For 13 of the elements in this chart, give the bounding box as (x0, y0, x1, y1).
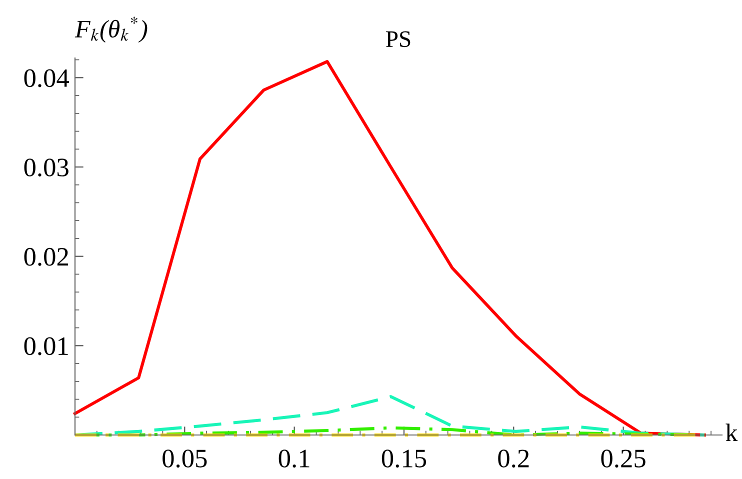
x-tick-label: 0.25 (601, 450, 646, 468)
x-tick-label: 0.2 (498, 450, 529, 468)
y-axis-title: F$_{k}$(θ$_{k}$$^{*}$) (74, 16, 148, 43)
x-tick-label: 0.15 (382, 450, 426, 468)
y-tick-label: 0.01 (24, 337, 68, 356)
line-series (73, 60, 706, 437)
x-tick-label: 0.05 (162, 450, 207, 468)
x-axis-title: k (726, 424, 738, 442)
x-tick-label: 0.1 (278, 450, 310, 468)
chart-title: PS (386, 31, 410, 48)
y-tick-label: 0.03 (24, 158, 68, 177)
y-tick-label: 0.02 (24, 248, 68, 266)
y-tick-label: 0.04 (24, 69, 70, 88)
